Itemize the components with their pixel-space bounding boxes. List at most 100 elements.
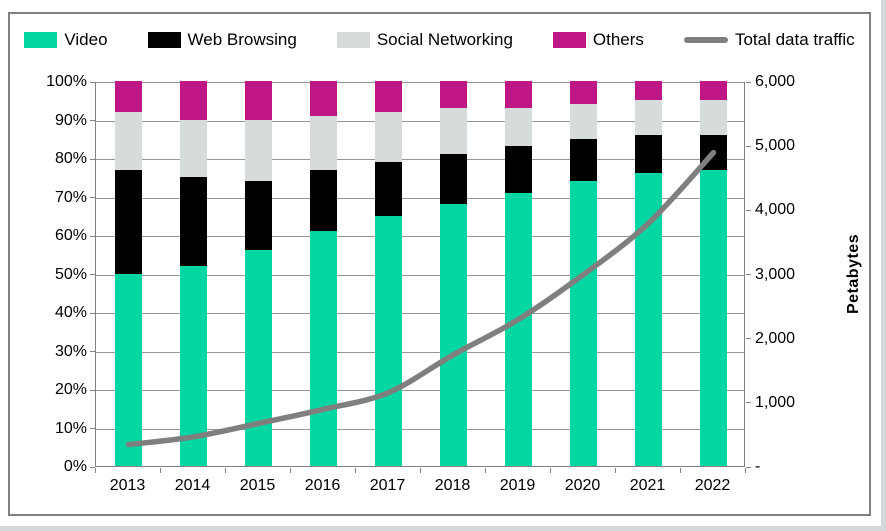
- gridline: [96, 120, 744, 122]
- axis-tick: [746, 402, 751, 404]
- bar-segment-web-browsing: [180, 177, 207, 266]
- bar-segment-social-networking: [310, 115, 337, 170]
- right-axis-tick-label: -: [755, 458, 761, 475]
- legend-swatch-total-data-traffic: [683, 37, 728, 43]
- bar-2016: [291, 81, 356, 466]
- right-axis-tick-label: 3,000: [755, 265, 796, 283]
- bar-segment-others: [635, 81, 662, 101]
- legend-label-video: Video: [64, 30, 108, 49]
- gridline: [96, 428, 744, 430]
- bar-2020: [551, 81, 616, 466]
- gridline: [96, 390, 744, 391]
- bar-segment-web-browsing: [570, 138, 597, 182]
- axis-tick: [90, 466, 95, 468]
- legend-swatch-others: [552, 32, 586, 48]
- left-axis-tick-label: 70%: [54, 188, 87, 206]
- left-axis-tick-label: 30%: [54, 342, 87, 360]
- bar-segment-video: [115, 273, 142, 466]
- bar-segment-others: [310, 81, 337, 116]
- axis-tick: [90, 312, 95, 314]
- bar-segment-web-browsing: [635, 134, 662, 174]
- bar-segment-social-networking: [570, 104, 597, 139]
- x-axis-tick-label: 2022: [694, 477, 731, 494]
- bar-segment-social-networking: [440, 107, 467, 155]
- x-axis-tick-label: 2014: [174, 477, 211, 494]
- bar-segment-others: [115, 81, 142, 112]
- legend-swatch-web-browsing: [147, 32, 181, 48]
- legend-label-social-networking: Social Networking: [376, 30, 513, 49]
- bar-segment-social-networking: [375, 111, 402, 162]
- x-axis-tick-label: 2013: [109, 477, 146, 494]
- legend-label-total-data-traffic: Total data traffic: [734, 30, 855, 49]
- right-axis-tick-label: 4,000: [755, 201, 796, 219]
- right-axis-tick-label: 5,000: [755, 137, 796, 155]
- gridline: [96, 274, 744, 276]
- left-axis-tick-label: 100%: [46, 73, 87, 90]
- right-axis-tick-label: 6,000: [755, 73, 796, 90]
- bar-segment-video: [700, 169, 727, 466]
- legend-label-web-browsing: Web Browsing: [187, 30, 297, 49]
- plot-area: [95, 81, 746, 467]
- axis-tick: [550, 468, 551, 473]
- legend-label-others: Others: [592, 30, 644, 49]
- bar-segment-others: [375, 81, 402, 112]
- bar-segment-video: [245, 250, 272, 466]
- left-axis-tick-label: 60%: [54, 227, 87, 244]
- x-axis-tick-label: 2018: [434, 477, 471, 494]
- axis-tick: [90, 351, 95, 352]
- bar-segment-video: [375, 215, 402, 466]
- bar-segment-others: [505, 81, 532, 108]
- x-axis-tick-label: 2021: [629, 477, 666, 494]
- canvas-edge-bottom: [0, 526, 886, 531]
- line-path: [125, 149, 717, 448]
- bar-segment-social-networking: [505, 107, 532, 147]
- axis-tick: [160, 468, 161, 473]
- bar-2013: [96, 81, 161, 466]
- legend-swatch-social-networking: [336, 32, 370, 48]
- left-axis-tick-label: 40%: [54, 304, 87, 321]
- x-axis-tick-label: 2020: [564, 477, 601, 494]
- axis-tick: [290, 468, 291, 473]
- right-axis-tick-label: 1,000: [755, 393, 796, 411]
- left-axis-tick-label: 0%: [63, 458, 87, 475]
- axis-tick: [90, 428, 95, 429]
- axis-tick: [90, 158, 95, 160]
- bar-segment-social-networking: [700, 100, 727, 135]
- axis-tick: [746, 338, 751, 340]
- gridline: [96, 82, 744, 83]
- chart-frame: Video Web Browsing Social Networking Oth…: [8, 12, 871, 516]
- left-axis-tick-label: 20%: [54, 381, 87, 398]
- axis-tick: [90, 120, 95, 121]
- bar-segment-video: [505, 192, 532, 466]
- bar-2019: [486, 81, 551, 466]
- bar-2022: [681, 81, 746, 466]
- x-axis-tick-label: 2015: [239, 477, 276, 494]
- bar-segment-others: [570, 81, 597, 105]
- axis-tick: [90, 235, 95, 237]
- bar-segment-social-networking: [115, 111, 142, 170]
- x-axis-tick-label: 2019: [499, 477, 536, 494]
- axis-tick: [746, 209, 751, 211]
- bar-segment-web-browsing: [505, 146, 532, 193]
- right-axis-title: Petabytes: [845, 233, 862, 315]
- bar-segment-video: [440, 204, 467, 466]
- axis-tick: [355, 468, 356, 473]
- x-axis-tick-label: 2016: [304, 477, 341, 494]
- bar-segment-social-networking: [245, 119, 272, 182]
- legend: Video Web Browsing Social Networking Oth…: [10, 30, 869, 50]
- bar-segment-web-browsing: [115, 169, 142, 274]
- axis-tick: [225, 468, 226, 473]
- bar-segment-others: [440, 81, 467, 108]
- gridline: [96, 236, 744, 237]
- axis-tick: [745, 468, 746, 473]
- legend-item-video: Video: [24, 30, 108, 50]
- total-data-traffic-line: [125, 149, 717, 448]
- axis-tick: [746, 274, 751, 275]
- axis-tick: [746, 81, 751, 83]
- bar-segment-web-browsing: [310, 169, 337, 232]
- axis-tick: [485, 468, 486, 473]
- gridline: [96, 159, 744, 160]
- left-axis-tick-label: 10%: [54, 419, 87, 437]
- bar-2017: [356, 81, 421, 466]
- left-axis-tick-label: 80%: [54, 150, 87, 167]
